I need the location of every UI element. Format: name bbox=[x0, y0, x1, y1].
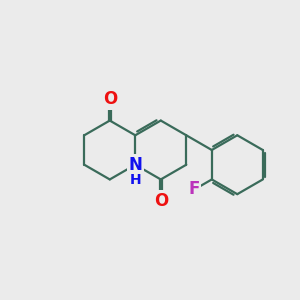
Text: H: H bbox=[130, 173, 141, 187]
Text: O: O bbox=[103, 90, 117, 108]
Text: F: F bbox=[189, 181, 200, 199]
Text: N: N bbox=[128, 156, 142, 174]
Text: O: O bbox=[154, 192, 168, 210]
